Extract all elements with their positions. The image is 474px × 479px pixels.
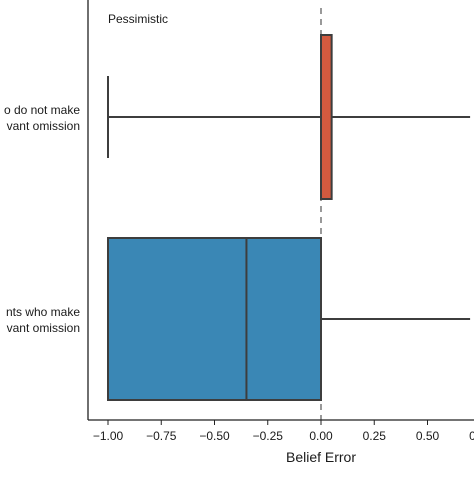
- x-tick-label: −1.00: [93, 429, 124, 443]
- box-1: [320, 34, 333, 200]
- category-label: nts who make: [6, 305, 80, 319]
- x-axis-title: Belief Error: [286, 449, 356, 465]
- x-tick-label: 0.50: [416, 429, 440, 443]
- x-tick-label: −0.25: [253, 429, 284, 443]
- x-tick-label: 0.25: [363, 429, 387, 443]
- box-2: [107, 237, 322, 401]
- x-tick-label: 0.75: [469, 429, 474, 443]
- x-tick-label: 0.00: [309, 429, 333, 443]
- category-label: vant omission: [7, 119, 80, 133]
- x-tick-label: −0.50: [199, 429, 230, 443]
- x-tick-label: −0.75: [146, 429, 177, 443]
- category-label: vant omission: [7, 321, 80, 335]
- annotation-pessimistic: Pessimistic: [108, 12, 168, 26]
- category-label: o do not make: [4, 103, 80, 117]
